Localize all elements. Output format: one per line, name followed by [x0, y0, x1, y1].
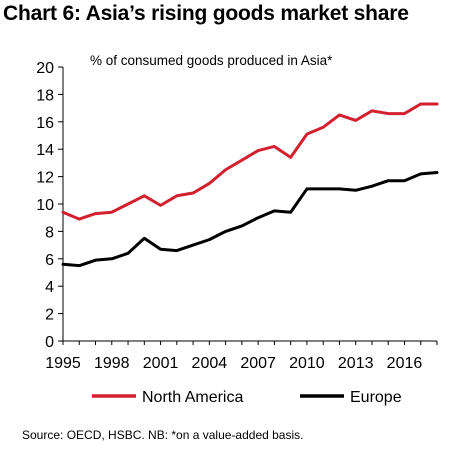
y-tick-label: 0 [45, 334, 54, 351]
series-line-north-america [61, 102, 439, 221]
legend-label-north-america: North America [142, 389, 243, 406]
x-tick-label: 2013 [338, 355, 374, 372]
y-tick-label: 2 [45, 307, 54, 324]
x-tick-label: 1995 [45, 355, 81, 372]
chart-title: Chart 6: Asia’s rising goods market shar… [3, 2, 409, 25]
y-axis-label: % of consumed goods produced in Asia* [90, 53, 333, 68]
y-tick-label: 16 [36, 115, 54, 132]
x-tick-label: 2010 [289, 355, 325, 372]
y-tick-label: 20 [36, 60, 54, 77]
x-tick-label: 2016 [387, 355, 423, 372]
series-line-europe [61, 170, 439, 268]
x-tick-label: 2007 [240, 355, 276, 372]
y-tick-label: 10 [36, 197, 54, 214]
source-note: Source: OECD, HSBC. NB: *on a value-adde… [22, 428, 304, 442]
y-tick-label: 6 [45, 252, 54, 269]
x-tick-label: 2001 [143, 355, 179, 372]
x-tick-label: 2004 [192, 355, 228, 372]
x-tick-label: 1998 [94, 355, 130, 372]
y-tick-label: 18 [36, 87, 54, 104]
y-tick-label: 12 [36, 170, 54, 187]
legend-label-europe: Europe [350, 389, 402, 406]
y-tick-label: 14 [36, 142, 54, 159]
y-tick-label: 4 [45, 279, 54, 296]
y-tick-label: 8 [45, 224, 54, 241]
